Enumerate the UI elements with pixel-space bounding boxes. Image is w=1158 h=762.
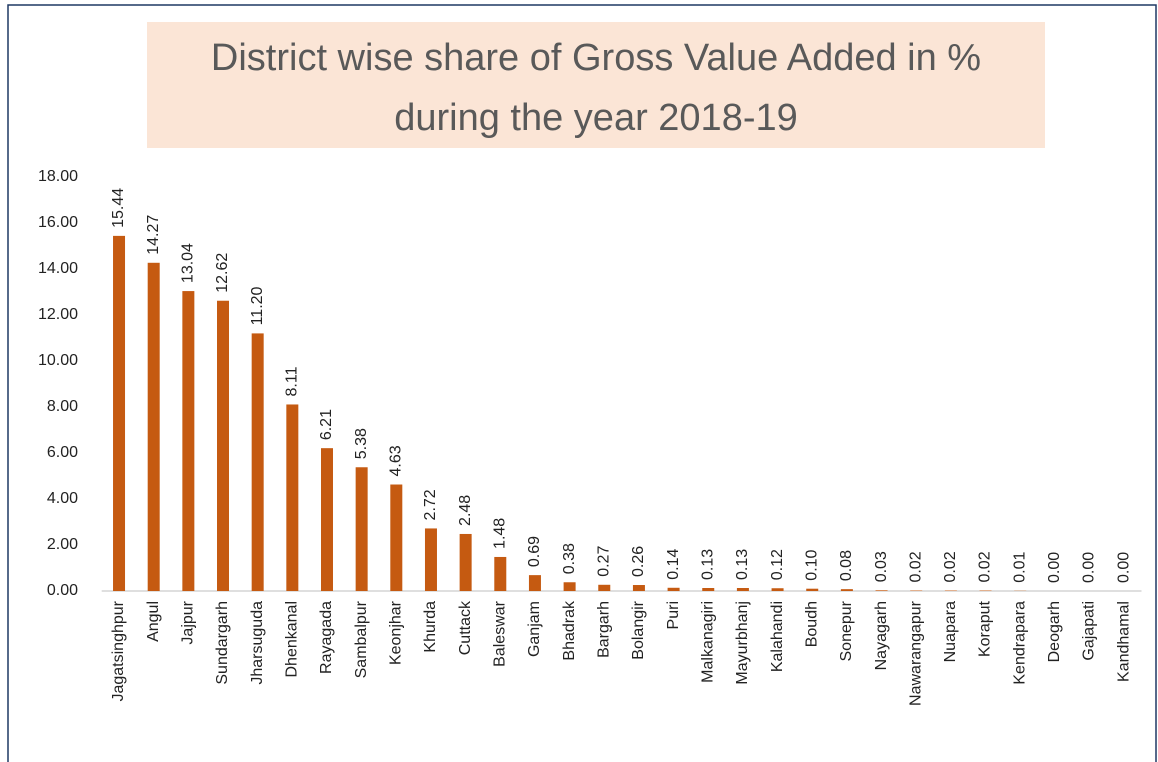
value-label: 2.48 bbox=[457, 495, 474, 526]
bar bbox=[840, 589, 853, 591]
value-label: 13.04 bbox=[180, 243, 197, 283]
value-label: 14.27 bbox=[145, 215, 162, 255]
bar bbox=[286, 404, 299, 591]
x-tick-label: Rayagada bbox=[318, 601, 335, 674]
y-tick-label: 10.00 bbox=[38, 352, 78, 369]
value-label: 0.00 bbox=[1115, 552, 1132, 583]
value-label: 15.44 bbox=[110, 188, 127, 228]
value-label: 8.11 bbox=[284, 366, 301, 396]
bar bbox=[217, 300, 230, 591]
value-label: 0.13 bbox=[734, 549, 751, 580]
bar bbox=[736, 588, 749, 591]
y-tick-label: 8.00 bbox=[47, 398, 78, 415]
bar bbox=[632, 585, 645, 591]
bar bbox=[528, 575, 541, 591]
bar bbox=[806, 588, 819, 591]
value-label: 0.10 bbox=[803, 549, 820, 580]
value-label: 0.27 bbox=[595, 546, 612, 577]
bar bbox=[667, 587, 680, 591]
x-tick-label: Nawarangapur bbox=[907, 600, 924, 706]
value-label: 0.12 bbox=[769, 549, 786, 580]
x-tick-label: Deogarh bbox=[1046, 601, 1063, 662]
x-tick-label: Angul bbox=[145, 601, 162, 642]
x-tick-label: Dhenkanal bbox=[284, 601, 301, 678]
bar bbox=[563, 582, 576, 591]
value-label: 0.01 bbox=[1011, 552, 1028, 583]
y-tick-label: 18.00 bbox=[38, 168, 78, 185]
value-label: 0.08 bbox=[838, 550, 855, 581]
x-tick-label: Gajapati bbox=[1081, 601, 1098, 661]
x-tick-label: Bolangir bbox=[630, 600, 647, 659]
x-tick-label: Koraput bbox=[977, 600, 994, 657]
x-tick-label: Cuttack bbox=[457, 600, 474, 655]
x-tick-label: Sonepur bbox=[838, 600, 855, 661]
bar bbox=[147, 262, 160, 591]
y-tick-label: 14.00 bbox=[38, 260, 78, 277]
y-tick-label: 2.00 bbox=[47, 536, 78, 553]
value-label: 5.38 bbox=[353, 428, 370, 459]
x-tick-label: Keonjhar bbox=[388, 600, 405, 665]
value-label: 0.13 bbox=[699, 549, 716, 580]
x-tick-label: Kalahandi bbox=[769, 601, 786, 672]
bar bbox=[875, 590, 888, 591]
bar bbox=[598, 584, 611, 591]
bar bbox=[459, 533, 472, 591]
x-tick-label: Ganjam bbox=[526, 601, 543, 657]
x-tick-label: Bhadrak bbox=[561, 600, 578, 661]
value-label: 0.26 bbox=[630, 546, 647, 577]
bar bbox=[390, 484, 403, 591]
value-label: 0.14 bbox=[665, 549, 682, 580]
x-tick-label: Bargarh bbox=[595, 601, 612, 658]
y-tick-label: 12.00 bbox=[38, 306, 78, 323]
x-tick-label: Baleswar bbox=[492, 600, 509, 666]
title-box bbox=[147, 22, 1045, 148]
x-tick-label: Sundargarh bbox=[214, 601, 231, 685]
x-tick-label: Puri bbox=[665, 601, 682, 629]
bar bbox=[113, 235, 126, 591]
value-label: 4.63 bbox=[388, 445, 405, 476]
x-tick-label: Jharsuguda bbox=[249, 601, 266, 685]
chart-title: during the year 2018-19 bbox=[394, 97, 798, 139]
chart-title: District wise share of Gross Value Added… bbox=[211, 37, 981, 79]
bar bbox=[251, 333, 264, 591]
x-tick-label: Nuapara bbox=[942, 601, 959, 662]
value-label: 0.38 bbox=[561, 543, 578, 574]
value-label: 0.69 bbox=[526, 536, 543, 567]
value-label: 0.00 bbox=[1081, 552, 1098, 583]
bar bbox=[702, 588, 715, 591]
x-tick-label: Kendrapara bbox=[1011, 601, 1028, 685]
bar bbox=[771, 588, 784, 591]
value-label: 6.21 bbox=[318, 409, 335, 440]
x-tick-label: Malkanagiri bbox=[699, 601, 716, 683]
x-tick-label: Khurda bbox=[422, 601, 439, 653]
bar bbox=[320, 448, 333, 591]
value-label: 2.72 bbox=[422, 489, 439, 520]
value-label: 0.02 bbox=[942, 551, 959, 582]
x-tick-label: Kandhamal bbox=[1115, 601, 1132, 682]
x-tick-label: Boudh bbox=[803, 601, 820, 647]
y-tick-label: 16.00 bbox=[38, 214, 78, 231]
value-label: 11.20 bbox=[249, 286, 266, 325]
x-tick-label: Jagatsinghpur bbox=[110, 600, 127, 701]
x-tick-label: Sambalpur bbox=[353, 600, 370, 678]
x-tick-label: Nayagarh bbox=[873, 601, 890, 670]
x-tick-label: Mayurbhanj bbox=[734, 601, 751, 685]
value-label: 12.62 bbox=[214, 253, 231, 293]
bar bbox=[494, 556, 507, 591]
value-label: 0.02 bbox=[907, 551, 924, 582]
y-tick-label: 0.00 bbox=[47, 582, 78, 599]
value-label: 0.00 bbox=[1046, 552, 1063, 583]
value-label: 0.02 bbox=[977, 551, 994, 582]
value-label: 0.03 bbox=[873, 551, 890, 582]
x-tick-label: Jajpur bbox=[180, 600, 197, 644]
bar bbox=[355, 467, 368, 591]
y-tick-label: 4.00 bbox=[47, 490, 78, 507]
y-tick-label: 6.00 bbox=[47, 444, 78, 461]
value-label: 1.48 bbox=[492, 518, 509, 549]
bar bbox=[182, 291, 195, 591]
bar bbox=[424, 528, 437, 591]
